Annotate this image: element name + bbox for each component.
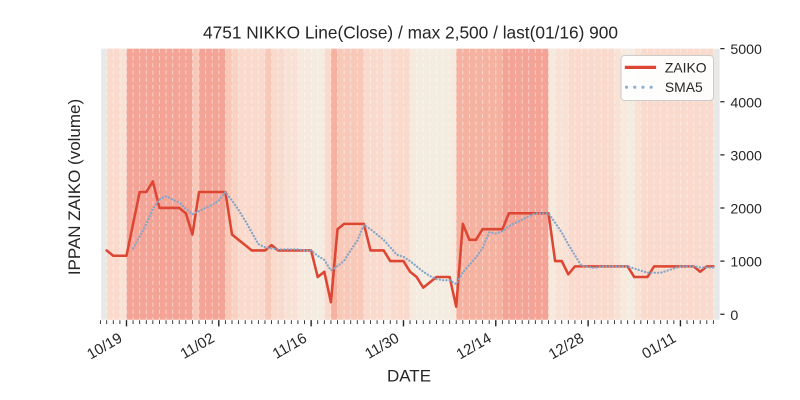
- svg-text:4000: 4000: [730, 95, 762, 111]
- svg-text:SMA5: SMA5: [665, 79, 703, 95]
- svg-text:10/19: 10/19: [84, 330, 125, 363]
- svg-text:0: 0: [730, 308, 738, 324]
- svg-text:DATE: DATE: [387, 367, 431, 386]
- svg-text:IPPAN ZAIKO (volume): IPPAN ZAIKO (volume): [65, 99, 84, 275]
- svg-text:1000: 1000: [730, 255, 762, 271]
- svg-text:12/28: 12/28: [546, 330, 587, 363]
- svg-text:5000: 5000: [730, 42, 762, 58]
- svg-text:01/11: 01/11: [639, 330, 679, 363]
- svg-text:11/30: 11/30: [362, 330, 402, 363]
- svg-text:12/14: 12/14: [453, 330, 494, 363]
- svg-text:3000: 3000: [730, 148, 762, 164]
- svg-text:11/02: 11/02: [177, 330, 217, 363]
- svg-text:11/16: 11/16: [270, 330, 310, 363]
- svg-text:4751 NIKKO Line(Close) / max 2: 4751 NIKKO Line(Close) / max 2,500 / las…: [203, 22, 618, 42]
- svg-text:2000: 2000: [730, 202, 762, 218]
- svg-text:ZAIKO: ZAIKO: [665, 59, 707, 75]
